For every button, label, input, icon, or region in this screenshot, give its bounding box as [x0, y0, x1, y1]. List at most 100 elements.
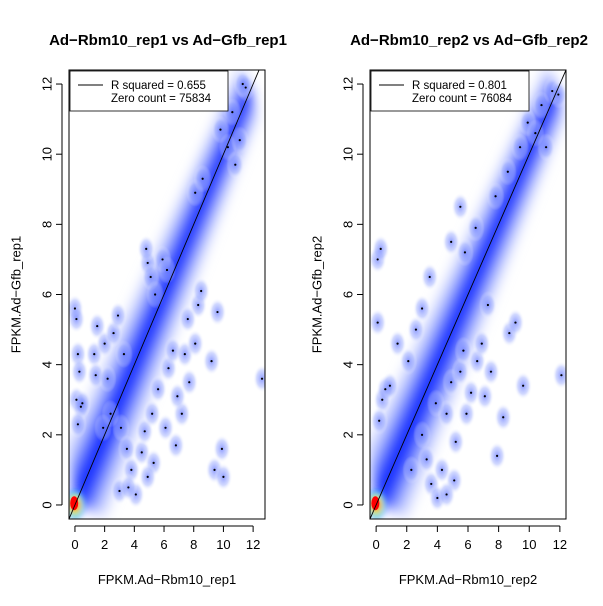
data-point: [474, 226, 477, 229]
data-point: [430, 482, 433, 486]
y-axis-label: FPKM.Ad−Gfb_rep1: [9, 236, 24, 353]
data-point: [494, 195, 497, 198]
data-point: [222, 475, 225, 479]
x-tick-label: 0: [373, 537, 380, 552]
data-point: [476, 360, 479, 363]
y-axis-label: FPKM.Ad−Gfb_rep2: [310, 236, 325, 353]
data-point: [241, 82, 244, 86]
data-point: [200, 289, 203, 293]
data-point: [440, 468, 444, 471]
legend-entry: R squared = 0.801: [412, 80, 507, 92]
x-axis-label: FPKM.Ad−Rbm10_rep2: [399, 572, 537, 587]
data-point: [73, 307, 77, 310]
y-tick-label: 2: [341, 431, 356, 438]
data-point: [450, 240, 453, 243]
y-tick-label: 4: [40, 361, 55, 368]
data-point: [152, 461, 155, 464]
data-point: [220, 447, 224, 450]
data-point: [459, 370, 462, 373]
data-point: [522, 384, 525, 387]
x-tick-label: 6: [464, 537, 471, 552]
data-point: [226, 146, 229, 149]
data-point: [425, 458, 428, 461]
data-point: [551, 89, 554, 93]
x-tick-label: 8: [190, 537, 197, 552]
x-tick-label: 10: [216, 537, 230, 552]
density-peak-core: [70, 496, 79, 511]
data-point: [469, 391, 473, 394]
data-point: [143, 430, 146, 433]
data-point: [465, 412, 468, 415]
chart-title: Ad−Rbm10_rep1 vs Ad−Gfb_rep1: [49, 32, 287, 49]
density-peak-core: [371, 496, 380, 511]
data-point: [463, 251, 467, 254]
data-point: [75, 317, 78, 321]
data-point: [176, 395, 179, 398]
y-tick-label: 10: [40, 147, 55, 161]
data-point: [76, 353, 80, 356]
data-point: [154, 293, 157, 296]
data-point: [244, 86, 247, 89]
x-axis: 0 2 4 6 8 10 12: [71, 525, 260, 552]
data-point: [210, 360, 213, 363]
data-point: [183, 353, 186, 356]
data-point: [145, 247, 148, 250]
y-tick-label: 6: [341, 291, 356, 298]
data-point: [388, 384, 392, 387]
data-point: [480, 342, 483, 345]
data-point: [489, 370, 493, 373]
data-point: [96, 324, 99, 328]
data-point: [165, 268, 169, 272]
y-tick-label: 8: [341, 221, 356, 228]
data-point: [102, 426, 105, 429]
x-axis: 0 2 4 6 8 10 12: [373, 525, 567, 552]
x-tick-label: 4: [131, 537, 138, 552]
data-point: [238, 139, 241, 142]
data-point: [410, 468, 413, 471]
y-axis: 0 2 4 6 8 10 12: [40, 77, 63, 509]
data-point: [508, 331, 511, 335]
data-point: [174, 444, 178, 447]
x-tick-label: 2: [101, 537, 108, 552]
data-point: [420, 307, 424, 310]
data-point: [164, 426, 167, 429]
y-tick-label: 0: [40, 501, 55, 508]
data-point: [76, 423, 80, 426]
data-point: [188, 381, 191, 384]
data-point: [140, 451, 143, 454]
data-point: [194, 342, 197, 345]
y-tick-label: 0: [341, 501, 356, 508]
data-point: [103, 342, 106, 345]
data-point: [231, 110, 234, 114]
plot-area: [69, 70, 265, 519]
legend-entry: R squared = 0.655: [111, 80, 206, 92]
data-point: [122, 353, 126, 356]
data-point: [75, 398, 78, 401]
data-point: [197, 303, 200, 307]
data-point: [414, 328, 418, 331]
data-point: [381, 398, 384, 401]
data-point: [420, 433, 424, 436]
legend-entry: Zero count = 75834: [111, 93, 212, 105]
plot-area: [370, 70, 566, 519]
data-point: [116, 314, 120, 317]
data-point: [118, 489, 121, 493]
data-point: [106, 377, 109, 380]
data-point: [376, 258, 379, 261]
legend-entry: Zero count = 76084: [412, 93, 513, 105]
data-point: [171, 349, 175, 352]
data-point: [134, 493, 137, 496]
x-tick-label: 10: [522, 537, 536, 552]
y-tick-label: 8: [40, 221, 55, 228]
x-axis-label: FPKM.Ad−Rbm10_rep1: [98, 572, 236, 587]
data-point: [112, 331, 115, 335]
data-point: [167, 367, 170, 370]
data-point: [486, 303, 490, 307]
y-axis: 0 2 4 6 8 10 12: [341, 77, 364, 509]
data-point: [93, 353, 96, 356]
chart-title: Ad−Rbm10_rep2 vs Ad−Gfb_rep2: [350, 32, 588, 49]
